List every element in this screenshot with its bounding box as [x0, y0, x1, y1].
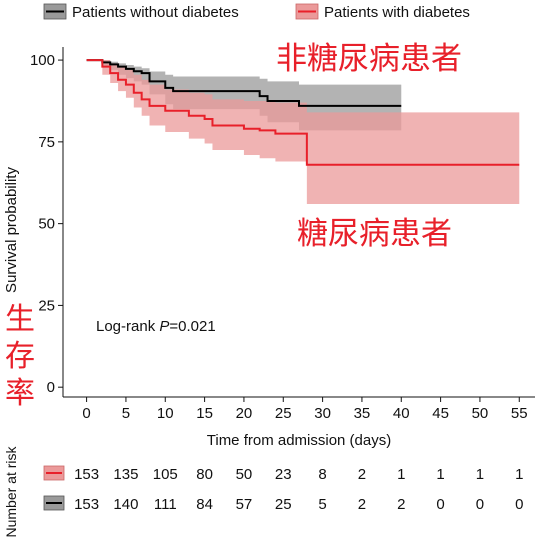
x-tick-label: 45: [432, 405, 449, 422]
x-tick-label: 35: [354, 405, 371, 422]
x-tick-label: 40: [393, 405, 410, 422]
risk-value-patients-without-diabetes: 2: [397, 496, 405, 513]
risk-value-patients-with-diabetes: 8: [318, 466, 326, 483]
logrank-p-symbol: P: [159, 318, 169, 335]
overlay-survival-char-1: 生: [5, 302, 35, 337]
x-tick-label: 55: [511, 405, 528, 422]
legend-item-without-diabetes: Patients without diabetes: [43, 3, 239, 21]
y-tick-label: 50: [38, 216, 55, 233]
x-tick-label: 10: [157, 405, 174, 422]
legend: Patients without diabetes Patients with …: [43, 3, 470, 21]
risk-value-patients-with-diabetes: 105: [153, 466, 178, 483]
risk-value-patients-without-diabetes: 5: [318, 496, 326, 513]
overlay-label-without-diabetes: 非糖尿病患者: [276, 41, 462, 77]
logrank-annotation: Log-rank P=0.021: [96, 318, 216, 335]
legend-label-with-diabetes: Patients with diabetes: [324, 4, 470, 21]
x-tick-label: 0: [82, 405, 90, 422]
overlay-survival-char-2: 存: [5, 339, 35, 374]
x-tick-label: 25: [275, 405, 292, 422]
overlay-survival-char-3: 率: [5, 376, 35, 411]
risk-value-patients-without-diabetes: 153: [74, 496, 99, 513]
ci-band-patients-with-diabetes: [86, 60, 520, 205]
risk-table-title: Number at risk: [3, 445, 19, 537]
risk-row-key-without-diabetes: [43, 495, 65, 511]
x-tick-label: 50: [472, 405, 489, 422]
overlay-label-with-diabetes: 糖尿病患者: [297, 216, 452, 252]
risk-value-patients-with-diabetes: 1: [476, 466, 484, 483]
risk-value-patients-without-diabetes: 111: [154, 496, 177, 513]
risk-value-patients-with-diabetes: 1: [397, 466, 405, 483]
risk-value-patients-without-diabetes: 0: [436, 496, 444, 513]
x-tick-label: 15: [196, 405, 213, 422]
risk-value-patients-without-diabetes: 2: [358, 496, 366, 513]
legend-label-without-diabetes: Patients without diabetes: [72, 4, 239, 21]
y-axis-ticks: 0 25 50 75 100: [30, 52, 63, 396]
risk-value-patients-with-diabetes: 1: [436, 466, 444, 483]
logrank-p-value: =0.021: [169, 318, 215, 335]
y-axis-label: Survival probability: [3, 167, 20, 293]
x-tick-label: 20: [236, 405, 253, 422]
risk-value-patients-with-diabetes: 2: [358, 466, 366, 483]
curve-patients-without-diabetes: [86, 59, 402, 107]
legend-item-with-diabetes: Patients with diabetes: [295, 3, 470, 21]
x-axis-label: Time from admission (days): [207, 432, 391, 449]
risk-value-patients-with-diabetes: 153: [74, 466, 99, 483]
risk-value-patients-with-diabetes: 50: [236, 466, 253, 483]
x-tick-label: 30: [314, 405, 331, 422]
risk-value-patients-without-diabetes: 84: [196, 496, 213, 513]
risk-value-patients-without-diabetes: 0: [515, 496, 523, 513]
logrank-prefix: Log-rank: [96, 318, 159, 335]
risk-value-patients-with-diabetes: 80: [196, 466, 213, 483]
risk-value-patients-with-diabetes: 135: [113, 466, 138, 483]
risk-value-patients-without-diabetes: 25: [275, 496, 292, 513]
risk-value-patients-without-diabetes: 140: [113, 496, 138, 513]
survival-curves: [86, 59, 520, 166]
y-tick-label: 0: [47, 379, 55, 396]
risk-value-patients-without-diabetes: 0: [476, 496, 484, 513]
y-tick-label: 25: [38, 297, 55, 314]
confidence-bands: [86, 60, 520, 205]
curve-patients-with-diabetes: [86, 59, 520, 166]
risk-value-patients-with-diabetes: 23: [275, 466, 292, 483]
x-tick-label: 5: [122, 405, 130, 422]
risk-row-key-with-diabetes: [43, 465, 65, 481]
x-axis-ticks: 0 5 10 15 20 25 30 35 40 45 50 55: [82, 397, 528, 422]
risk-value-patients-with-diabetes: 1: [515, 466, 523, 483]
y-tick-label: 75: [38, 134, 55, 151]
risk-value-patients-without-diabetes: 57: [236, 496, 253, 513]
y-tick-label: 100: [30, 52, 55, 69]
